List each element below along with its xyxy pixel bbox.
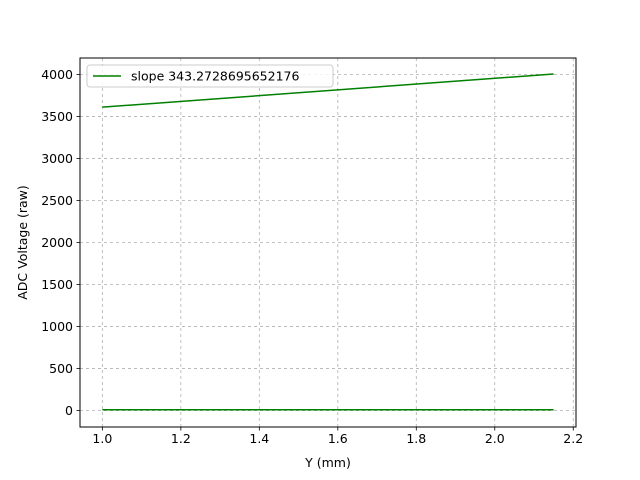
x-axis-ticks: 1.0 1.2 1.4 1.6 1.8 2.0 2.2 — [92, 427, 583, 446]
y-tick-label: 1500 — [41, 277, 73, 292]
x-tick-label: 1.8 — [406, 431, 426, 446]
legend: slope 343.2728695652176 — [86, 64, 334, 88]
grid — [80, 58, 576, 427]
y-tick-label: 3000 — [41, 151, 73, 166]
x-tick-label: 2.2 — [563, 431, 583, 446]
y-tick-label: 2500 — [41, 193, 73, 208]
x-axis-label: Y (mm) — [304, 455, 351, 470]
legend-label: slope 343.2728695652176 — [131, 69, 299, 84]
y-tick-label: 4000 — [41, 67, 73, 82]
y-axis-ticks: 0 500 1000 1500 2000 2500 3000 3500 4000 — [41, 67, 80, 418]
x-tick-label: 1.2 — [171, 431, 191, 446]
x-tick-label: 2.0 — [485, 431, 505, 446]
x-tick-label: 1.4 — [249, 431, 269, 446]
x-tick-label: 1.0 — [92, 431, 112, 446]
plot-lines — [102, 73, 554, 411]
y-axis-label: ADC Voltage (raw) — [15, 185, 30, 300]
x-tick-label: 1.6 — [328, 431, 348, 446]
y-tick-label: 3500 — [41, 109, 73, 124]
y-tick-label: 1000 — [41, 319, 73, 334]
y-tick-label: 2000 — [41, 235, 73, 250]
series-line-0 — [102, 73, 554, 108]
y-tick-label: 500 — [49, 361, 73, 376]
legend-box — [86, 64, 334, 88]
y-tick-label: 0 — [65, 403, 73, 418]
